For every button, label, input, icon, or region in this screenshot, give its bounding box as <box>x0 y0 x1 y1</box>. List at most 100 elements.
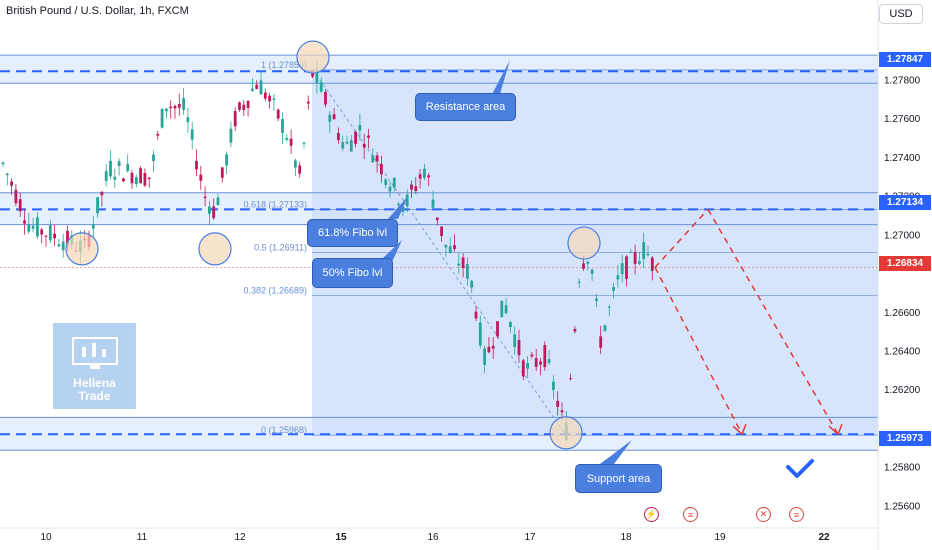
hellena-trade-logo: Hellena Trade <box>53 323 136 409</box>
y-tick-label: 1.25600 <box>884 501 921 512</box>
candle-body <box>633 252 637 264</box>
currency-button[interactable]: USD <box>879 4 923 24</box>
candle-body <box>109 160 112 177</box>
candle-body <box>268 95 271 102</box>
candle-body <box>427 175 431 178</box>
candle-body <box>509 321 512 328</box>
candle-body <box>440 226 443 236</box>
candle-body <box>638 261 641 264</box>
candle-body <box>276 109 280 119</box>
candle-body <box>91 224 95 229</box>
candle-body <box>177 103 181 108</box>
highlight-circle-0 <box>65 232 99 266</box>
candle-body <box>358 124 362 131</box>
candle-body <box>418 174 422 179</box>
candle-body <box>448 246 452 253</box>
candle-body <box>577 281 581 283</box>
uk-flag-event-icon[interactable]: ✕ <box>756 507 771 522</box>
candle-body <box>66 230 69 246</box>
candle-body <box>513 334 517 347</box>
candle-body <box>341 142 345 149</box>
candle-body <box>612 287 615 291</box>
candle-body <box>122 178 125 182</box>
candle-body <box>294 160 297 168</box>
candle-body <box>392 177 396 188</box>
fib-label-4: 0 (1.25968) <box>261 425 307 435</box>
y-tick-label: 1.26600 <box>884 308 921 319</box>
candle-body <box>491 345 495 349</box>
candle-body <box>616 275 620 280</box>
candle-body <box>457 263 461 266</box>
candle-body <box>324 91 327 105</box>
candle-body <box>311 71 314 77</box>
candle-body <box>362 143 366 148</box>
candle-body <box>332 114 336 120</box>
candle-body <box>431 199 435 208</box>
candle-body <box>263 92 267 99</box>
candle-body <box>500 300 504 318</box>
resistance-callout[interactable]: Resistance area <box>415 93 516 121</box>
price-tag-mid: 1.27134 <box>879 195 931 210</box>
candle-body <box>474 311 478 319</box>
candle-body <box>478 322 482 346</box>
candle-body <box>625 256 628 279</box>
lightning-event-icon[interactable]: ⚡ <box>644 507 659 522</box>
projection-down-1 <box>654 267 743 435</box>
us-flag-event-icon[interactable]: ≡ <box>683 507 698 522</box>
support-callout-tail <box>600 440 632 464</box>
candle-body <box>328 114 332 122</box>
fib50-callout[interactable]: 50% Fibo lvl <box>312 258 393 288</box>
candle-body <box>337 133 340 141</box>
candle-body <box>405 194 409 207</box>
candle-body <box>530 354 534 357</box>
candle-body <box>384 179 388 185</box>
candle-body <box>345 141 349 144</box>
candle-body <box>242 104 246 111</box>
candle-body <box>259 80 263 95</box>
candle-body <box>539 361 542 365</box>
x-tick-label: 15 <box>335 532 347 543</box>
candle-body <box>165 108 168 112</box>
price-tag-resistance: 1.27847 <box>879 52 931 67</box>
price-tag-support: 1.25973 <box>879 431 931 446</box>
projection-arrowhead-1 <box>732 423 747 436</box>
support-callout[interactable]: Support area <box>575 464 662 493</box>
candle-body <box>169 106 173 109</box>
candle-body <box>590 269 594 274</box>
candle-body <box>543 345 547 368</box>
candle-body <box>44 235 48 237</box>
candle-body <box>556 400 560 407</box>
candle-body <box>302 142 306 144</box>
candle-body <box>650 257 654 271</box>
candle-body <box>423 168 426 178</box>
candle-body <box>573 328 577 332</box>
candle-body <box>53 233 56 239</box>
candle-body <box>23 220 26 224</box>
candle-body <box>139 168 142 184</box>
y-tick-label: 1.27600 <box>884 114 921 125</box>
candle-body <box>315 70 319 83</box>
candle-body <box>216 197 220 206</box>
y-tick-label: 1.25800 <box>884 463 921 474</box>
candle-body <box>453 245 456 250</box>
candle-body <box>371 155 375 163</box>
y-tick-label: 1.27400 <box>884 153 921 164</box>
candle-body <box>354 131 357 144</box>
fib618-callout[interactable]: 61.8% Fibo lvl <box>307 219 398 247</box>
fib-label-3: 0.382 (1.26689) <box>243 286 307 296</box>
candle-body <box>182 98 185 110</box>
candle-body <box>319 82 323 92</box>
candle-body <box>31 225 35 229</box>
candle-body <box>367 135 370 138</box>
candle-body <box>57 244 61 247</box>
candle-body <box>199 174 203 181</box>
monitor-icon <box>71 336 118 369</box>
candle-body <box>220 167 224 178</box>
candle-body <box>461 257 465 269</box>
fib-label-2: 0.5 (1.26911) <box>254 243 307 253</box>
candle-body <box>397 203 400 206</box>
candle-body <box>203 196 207 199</box>
us-flag-event-icon-2[interactable]: ≡ <box>789 507 804 522</box>
